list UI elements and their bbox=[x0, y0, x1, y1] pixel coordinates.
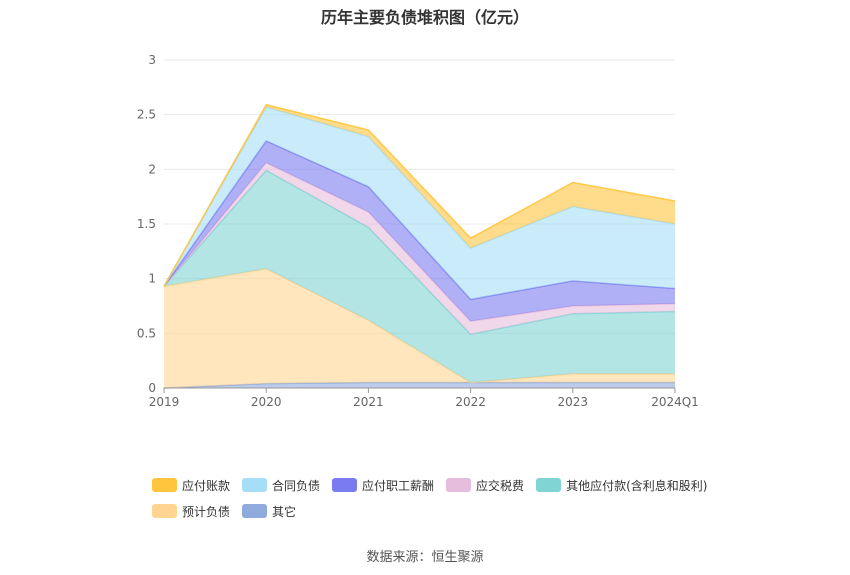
legend-label: 预计负债 bbox=[182, 504, 231, 519]
legend-swatch bbox=[152, 478, 177, 492]
legend-item[interactable]: 应付职工薪酬 bbox=[332, 477, 434, 494]
legend-label: 应付账款 bbox=[182, 478, 231, 493]
y-tick-label: 1 bbox=[148, 272, 156, 286]
area-series-line-6 bbox=[163, 103, 676, 287]
legend-swatch bbox=[242, 478, 268, 492]
legend-item[interactable]: 应付账款 bbox=[152, 477, 230, 494]
area-layer bbox=[163, 103, 676, 389]
axis-layer: 0 0.5 1 1.5 2 2.5 3 2019 2020 2021 2022 2023 2024Q1 bbox=[137, 53, 699, 409]
legend-item[interactable]: 预计负债 bbox=[152, 503, 230, 520]
legend-item[interactable]: 应交税费 bbox=[446, 477, 524, 494]
chart-title: 历年主要负债堆积图（亿元） bbox=[320, 8, 529, 27]
legend-item[interactable]: 其他应付款(含利息和股利) bbox=[536, 477, 707, 494]
legend-item[interactable]: 其它 bbox=[242, 503, 296, 520]
legend-label: 其他应付款(含利息和股利) bbox=[566, 478, 708, 493]
x-tick-label: 2024Q1 bbox=[651, 395, 699, 409]
area-series-6 bbox=[164, 104, 675, 287]
y-tick-label: 2.5 bbox=[137, 108, 156, 122]
x-tick-label: 2019 bbox=[149, 395, 180, 409]
y-tick-label: 3 bbox=[148, 53, 156, 67]
y-tick-label: 0 bbox=[148, 381, 156, 395]
area-series-5 bbox=[164, 107, 675, 300]
legend-swatch bbox=[332, 478, 358, 492]
legend-row: 应付账款 合同负债 应付职工薪酬 应交税费 其他应付款(含利息和股利) bbox=[152, 472, 732, 498]
legend-item[interactable]: 合同负债 bbox=[242, 477, 320, 494]
area-series-1 bbox=[164, 268, 675, 388]
area-series-2 bbox=[164, 170, 675, 383]
y-tick-label: 2 bbox=[148, 162, 156, 176]
x-tick-label: 2022 bbox=[455, 395, 486, 409]
y-tick-label: 0.5 bbox=[137, 326, 156, 340]
area-series-4 bbox=[164, 140, 675, 322]
legend-swatch bbox=[152, 504, 177, 518]
y-tick-label: 1.5 bbox=[137, 217, 156, 231]
legend-row: 预计负债 其它 bbox=[152, 498, 732, 524]
legend: 应付账款 合同负债 应付职工薪酬 应交税费 其他应付款(含利息和股利) 预计负债 其它 bbox=[152, 472, 732, 524]
legend-swatch bbox=[242, 504, 268, 518]
x-tick-label: 2020 bbox=[251, 395, 282, 409]
legend-label: 合同负债 bbox=[272, 478, 321, 493]
legend-label: 应交税费 bbox=[476, 478, 525, 493]
legend-label: 其它 bbox=[272, 504, 297, 519]
x-tick-label: 2023 bbox=[558, 395, 589, 409]
legend-label: 应付职工薪酬 bbox=[362, 478, 435, 493]
x-tick-label: 2021 bbox=[353, 395, 384, 409]
data-source-footer: 数据来源：恒生聚源 bbox=[366, 550, 484, 565]
legend-swatch bbox=[446, 478, 472, 492]
legend-swatch bbox=[536, 478, 562, 492]
